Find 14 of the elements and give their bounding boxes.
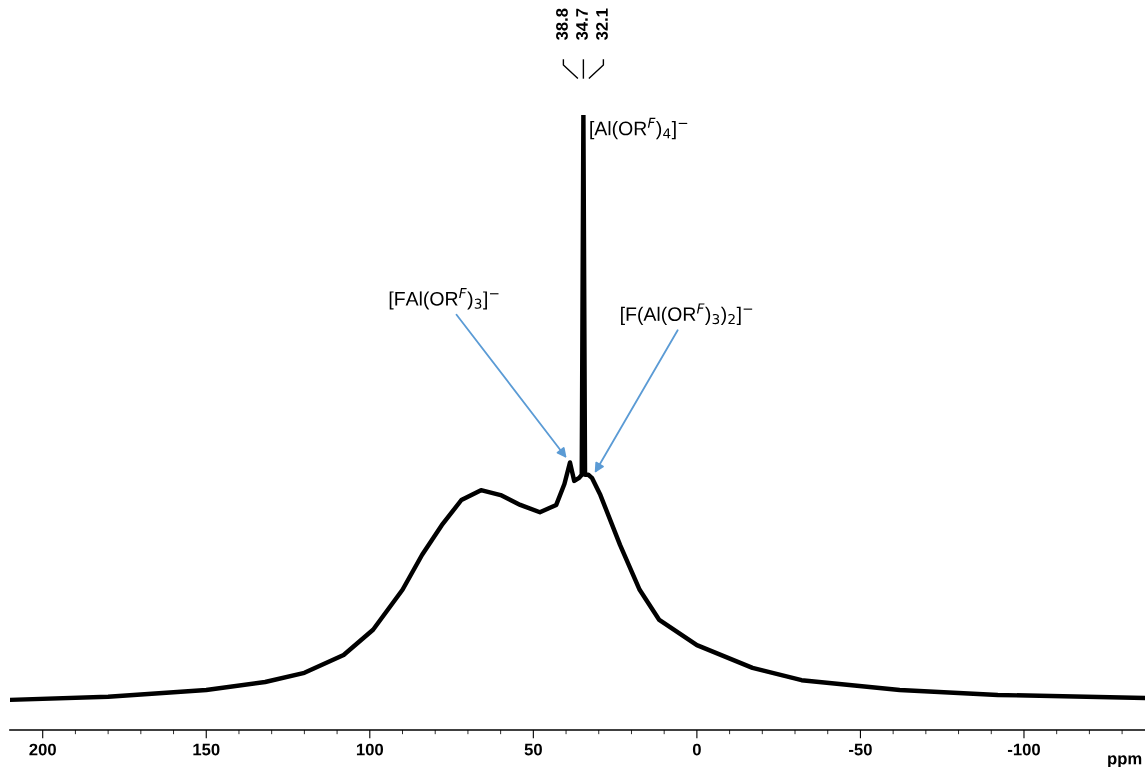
annotation: [FAl(OR$^{F}$)$_{3}$]$^{−}$ bbox=[389, 288, 499, 310]
x-tick-label: 150 bbox=[193, 743, 220, 756]
x-tick-label: -100 bbox=[1007, 743, 1040, 756]
annotation: [F(Al(OR$^{F}$)$_{3}$)$_{2}$]$^{−}$ bbox=[621, 303, 753, 325]
x-tick-label: 0 bbox=[692, 743, 701, 756]
x-tick-label: 200 bbox=[29, 743, 56, 756]
x-tick-label: 50 bbox=[524, 743, 542, 756]
x-tick-label: 100 bbox=[356, 743, 384, 756]
text: 38.8 bbox=[556, 8, 568, 41]
text: 32.1 bbox=[596, 8, 608, 41]
annotation: [Al(OR$^{F}$)$_{4}$]$^{−}$ bbox=[590, 117, 688, 140]
text: 34.7 bbox=[576, 8, 588, 41]
x-tick-label: -50 bbox=[849, 743, 872, 756]
x-axis-title: ppm bbox=[1108, 755, 1142, 767]
